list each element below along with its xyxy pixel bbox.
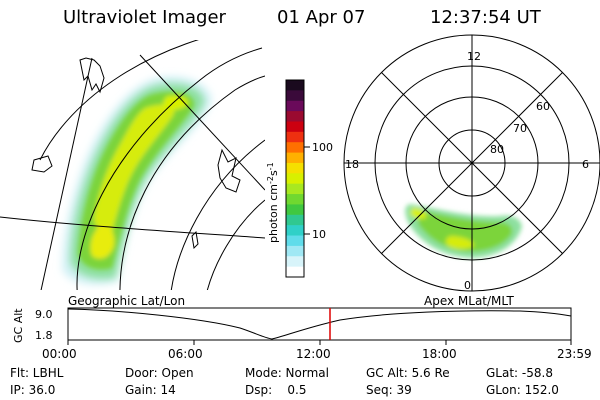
status-mode: Mode: Normal bbox=[245, 366, 329, 380]
lat-label-70: 70 bbox=[513, 122, 527, 135]
time-label: 12:37:54 UT bbox=[430, 7, 542, 28]
mlt-label-0: 0 bbox=[464, 279, 471, 292]
status-glat: GLat: -58.8 bbox=[486, 366, 553, 380]
polar-aurora-yellow-b bbox=[410, 208, 427, 219]
colorbar-cell bbox=[286, 266, 304, 278]
polar-grid bbox=[343, 34, 600, 292]
colorbar-cell bbox=[286, 256, 304, 268]
altitude-ytick-9: 9.0 bbox=[35, 308, 53, 321]
polar-aurora-green bbox=[418, 210, 513, 252]
mlt-label-12: 12 bbox=[467, 50, 481, 63]
polar-aurora-yellow-a bbox=[445, 236, 474, 249]
colorbar-cell bbox=[286, 111, 304, 123]
colorbar-cell bbox=[286, 142, 304, 154]
instrument-title: Ultraviolet Imager bbox=[63, 7, 227, 28]
colorbar-cell bbox=[286, 80, 304, 91]
lat-label-60: 60 bbox=[536, 100, 550, 113]
colorbar-cell bbox=[286, 204, 304, 216]
geographic-image bbox=[0, 40, 265, 290]
status-ip: IP: 36.0 bbox=[10, 383, 55, 397]
xtick-0000: 00:00 bbox=[42, 347, 77, 361]
geo-coastline bbox=[31, 57, 241, 250]
mlt-label-6: 6 bbox=[582, 158, 589, 171]
status-footer: Flt: LBHL IP: 36.0 Door: Open Gain: 14 M… bbox=[10, 366, 559, 397]
status-filter: Flt: LBHL bbox=[10, 366, 64, 380]
colorbar-unit-label: photon cm-2s-1 bbox=[266, 162, 280, 243]
altitude-trace bbox=[67, 308, 572, 340]
status-gc-alt: GC Alt: 5.6 Re bbox=[366, 366, 450, 380]
xtick-1800: 18:00 bbox=[422, 347, 457, 361]
colorbar-frame bbox=[285, 79, 305, 278]
altitude-ytick-1-8: 1.8 bbox=[35, 329, 53, 342]
polar-plot: 12 0 18 6 60 70 80 bbox=[343, 34, 600, 292]
colorbar-cell bbox=[286, 100, 304, 112]
apex-caption: Apex MLat/MLT bbox=[424, 294, 514, 308]
altitude-frame bbox=[67, 307, 572, 341]
colorbar-cell bbox=[286, 245, 304, 257]
geo-grid bbox=[0, 40, 265, 290]
altitude-xticks bbox=[67, 340, 572, 345]
geographic-caption: Geographic Lat/Lon bbox=[68, 294, 185, 308]
colorbar-cell bbox=[286, 162, 304, 174]
colorbar-scale bbox=[286, 80, 304, 278]
colorbar-cell bbox=[286, 152, 304, 164]
xtick-1200: 12:00 bbox=[296, 347, 331, 361]
colorbar-tick-label-10: 10 bbox=[312, 228, 326, 241]
colorbar-cell bbox=[286, 183, 304, 195]
altitude-plot: GC Alt 9.0 1.8 00:00 06:00 12:00 18:00 2… bbox=[12, 307, 592, 361]
status-glon: GLon: 152.0 bbox=[486, 383, 559, 397]
status-dsp: Dsp: 0.5 bbox=[245, 383, 307, 397]
lat-label-80: 80 bbox=[490, 143, 504, 156]
aurora-yellow-b bbox=[90, 225, 115, 259]
colorbar-cell bbox=[286, 235, 304, 247]
status-gain: Gain: 14 bbox=[125, 383, 176, 397]
colorbar-cell bbox=[286, 173, 304, 185]
status-door: Door: Open bbox=[125, 366, 194, 380]
xtick-2359: 23:59 bbox=[557, 347, 592, 361]
colorbar-cell bbox=[286, 90, 304, 102]
date-label: 01 Apr 07 bbox=[277, 7, 365, 28]
colorbar: 100 10 photon cm-2s-1 bbox=[266, 79, 333, 278]
colorbar-cell bbox=[286, 214, 304, 226]
colorbar-cell bbox=[286, 131, 304, 143]
xtick-0600: 06:00 bbox=[168, 347, 203, 361]
colorbar-tick-label-100: 100 bbox=[312, 141, 333, 154]
altitude-ylabel: GC Alt bbox=[12, 308, 25, 343]
colorbar-cell bbox=[286, 194, 304, 206]
aurora-yellow-a bbox=[94, 104, 175, 233]
status-seq: Seq: 39 bbox=[366, 383, 412, 397]
colorbar-cell bbox=[286, 121, 304, 133]
mlt-label-18: 18 bbox=[345, 158, 359, 171]
colorbar-cell bbox=[286, 225, 304, 237]
